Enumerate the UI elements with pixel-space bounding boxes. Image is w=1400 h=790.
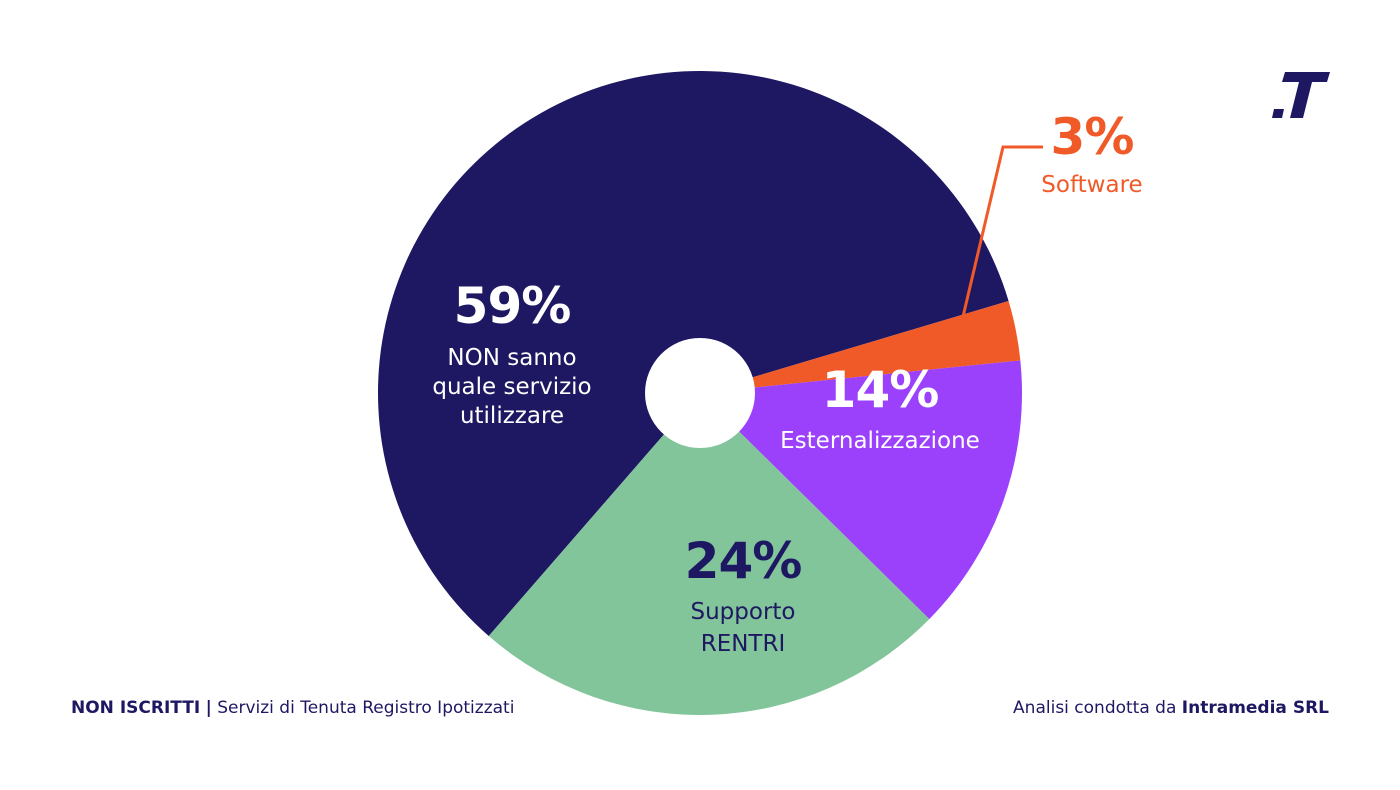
data-label-text-non-sanno-quale-servizio-utilizzare-3: utilizzare — [460, 403, 564, 429]
footer-separator: | — [205, 698, 212, 718]
data-label-pct-esternalizzazione: 14% — [822, 361, 939, 419]
data-label-text-supporto-rentri-2: RENTRI — [701, 631, 786, 657]
brand-t-logo-icon — [1272, 72, 1330, 118]
footer-credit: Analisi condotta da Intramedia SRL — [1013, 698, 1329, 718]
data-label-pct-supporto-rentri: 24% — [685, 532, 802, 590]
data-label-pct-software: 3% — [1051, 108, 1134, 166]
data-label-text-supporto-rentri-1: Supporto — [691, 599, 796, 625]
donut-hole — [645, 338, 755, 448]
pie-slice-esternalizzazione — [700, 360, 1022, 620]
footer-section-label: NON ISCRITTI — [71, 698, 201, 718]
data-label-pct-non-sanno-quale-servizio-utilizzare: 59% — [454, 277, 571, 335]
footer-credit-company: Intramedia SRL — [1181, 698, 1329, 718]
leader-line-software — [955, 145, 1043, 343]
data-label-text-non-sanno-quale-servizio-utilizzare-2: quale servizio — [432, 374, 591, 400]
pie-slice-software — [700, 301, 1021, 393]
footer-subtitle: Servizi di Tenuta Registro Ipotizzati — [217, 698, 515, 718]
data-label-text-software-1: Software — [1041, 172, 1142, 198]
pie-slice-supporto-rentri — [488, 393, 930, 715]
footer-credit-text: Analisi condotta da — [1013, 698, 1182, 718]
data-label-text-esternalizzazione-1: Esternalizzazione — [780, 428, 980, 454]
footer-title: NON ISCRITTI | Servizi di Tenuta Registr… — [71, 698, 514, 718]
data-label-text-non-sanno-quale-servizio-utilizzare-1: NON sanno — [447, 345, 576, 371]
